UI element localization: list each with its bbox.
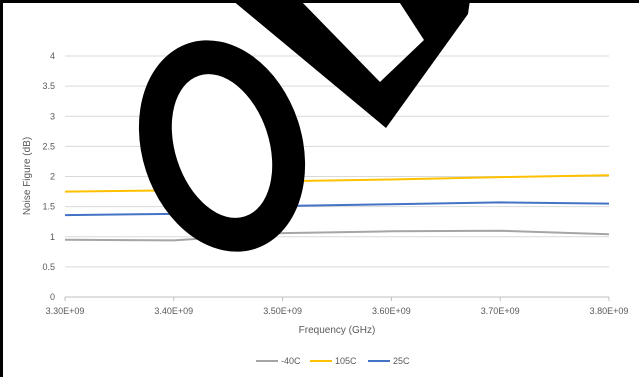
y-tick-label: 3 <box>50 111 55 121</box>
axes: 0 0.5 1 1.5 2 2.5 3 3.5 4 3.30E+09 3.40E+09 3.50E+0… <box>42 51 628 316</box>
occlusion-overlay <box>138 0 470 252</box>
legend-label: -40C <box>281 356 301 366</box>
series-line--40C <box>64 229 610 242</box>
x-axis-title: Frequency (GHz) <box>299 325 376 336</box>
y-tick-label: 0.5 <box>42 262 55 272</box>
legend-label: 25C <box>393 356 410 366</box>
x-tick-label: 3.40E+09 <box>154 306 193 316</box>
series-line-105C <box>64 174 610 193</box>
x-tick-label: 3.30E+09 <box>46 306 85 316</box>
y-tick-label: 4 <box>50 51 55 61</box>
y-tick-label: 2 <box>50 172 55 182</box>
y-tick-label: 3.5 <box>42 81 55 91</box>
overlay-chevron-shape <box>232 0 470 128</box>
overlay-ring-inner <box>171 74 273 218</box>
legend-label: 105C <box>335 356 357 366</box>
y-tick-label: 1.5 <box>42 202 55 212</box>
x-tick-label: 3.80E+09 <box>590 306 629 316</box>
series-line-25C <box>64 201 610 217</box>
y-tick-label: 2.5 <box>42 141 55 151</box>
y-tick-label: 0 <box>50 292 55 302</box>
legend: -40C 105C 25C <box>256 356 410 366</box>
x-tick-label: 3.50E+09 <box>263 306 302 316</box>
y-axis-title: Noise Figure (dB) <box>22 137 33 215</box>
y-tick-label: 1 <box>50 232 55 242</box>
x-tick-label: 3.70E+09 <box>481 306 520 316</box>
x-tick-label: 3.60E+09 <box>372 306 411 316</box>
series-lines <box>64 174 610 242</box>
